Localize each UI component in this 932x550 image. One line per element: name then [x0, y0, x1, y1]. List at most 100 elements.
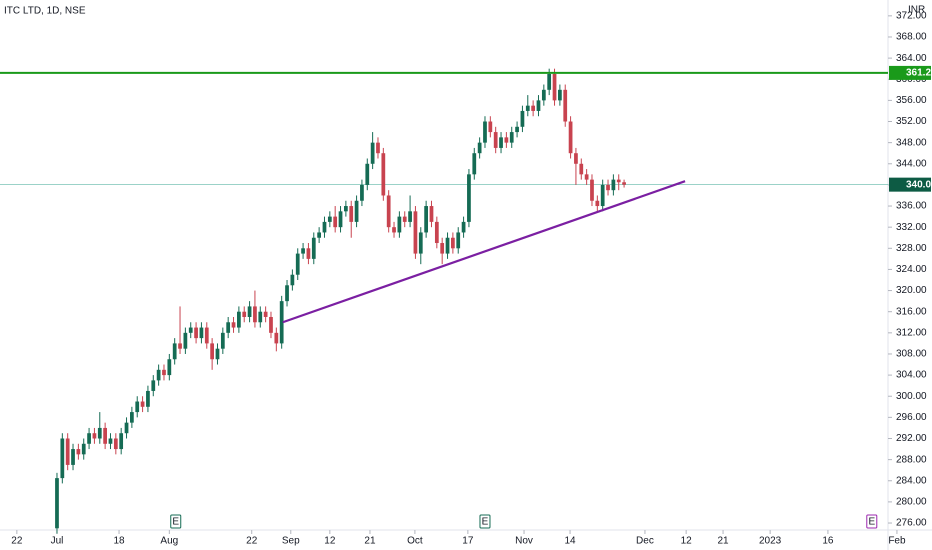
y-tick-label: 364.00: [896, 53, 927, 64]
candle-body: [558, 89, 562, 101]
candle-body: [215, 348, 220, 360]
candle-body: [370, 142, 375, 164]
candle-body: [456, 232, 461, 249]
candle-body: [349, 206, 354, 222]
candle-body: [520, 110, 525, 127]
candle-body: [424, 206, 429, 233]
y-tick-label: 328.00: [896, 243, 927, 254]
candle-body: [231, 322, 236, 328]
y-tick-label: 348.00: [896, 137, 927, 148]
candle-body: [204, 327, 209, 344]
candle-body: [317, 232, 322, 238]
candle-body: [210, 343, 215, 360]
level-tag: [889, 65, 931, 80]
candle-body: [472, 153, 477, 175]
candle-body: [333, 216, 338, 228]
candle-body: [360, 184, 364, 201]
candle-body: [563, 89, 568, 122]
y-tick-label: 332.00: [896, 222, 927, 233]
event-marker-label: E: [868, 517, 875, 528]
candle-body: [295, 253, 300, 275]
y-tick-label: 368.00: [896, 32, 927, 43]
candle-body: [397, 216, 402, 233]
candle-body: [525, 105, 530, 111]
candle-body: [65, 438, 70, 465]
x-tick-label: Oct: [407, 536, 423, 547]
candle-body: [220, 332, 225, 349]
candle-body: [140, 401, 145, 407]
candle-body: [579, 163, 584, 175]
candle-body: [76, 449, 81, 455]
y-tick-label: 336.00: [896, 201, 927, 212]
candle-body: [146, 390, 150, 407]
y-tick-label: 304.00: [896, 370, 927, 381]
y-tick-label: 276.00: [896, 518, 927, 529]
candle-body: [547, 73, 552, 90]
x-tick-label: 17: [462, 536, 474, 547]
y-tick-label: 296.00: [896, 412, 927, 423]
candle-body: [311, 237, 316, 259]
x-tick-label: 18: [113, 536, 125, 547]
candle-body: [622, 182, 626, 185]
y-tick-label: 356.00: [896, 95, 927, 106]
candle-body: [269, 316, 273, 333]
candle-body: [536, 100, 541, 111]
last-price-tag-label: 340.05: [906, 179, 932, 190]
candle-body: [381, 153, 386, 196]
candle-body: [386, 195, 391, 228]
level-tag-label: 361.20: [906, 68, 932, 79]
candle-body: [162, 369, 166, 376]
candle-body: [493, 132, 498, 148]
x-tick-label: 12: [324, 536, 336, 547]
candle-body: [344, 206, 348, 212]
x-tick-label: 21: [717, 536, 729, 547]
candle-body: [477, 142, 482, 154]
event-marker: [866, 514, 878, 529]
candle-body: [509, 132, 514, 143]
x-tick-label: Jul: [51, 536, 64, 547]
y-tick-label: 288.00: [896, 454, 927, 465]
candle-body: [488, 121, 493, 133]
candle-body: [402, 216, 407, 222]
candle-body: [365, 163, 370, 185]
candle-body: [92, 433, 97, 439]
candle-body: [87, 433, 91, 444]
candle-body: [504, 137, 509, 143]
candle-body: [574, 153, 578, 164]
y-tick-label: 372.00: [896, 10, 927, 21]
candle-body: [242, 311, 247, 317]
x-tick-label: Feb: [888, 536, 906, 547]
x-tick-label: Aug: [160, 536, 178, 547]
candle-body: [301, 248, 305, 254]
candle-body: [418, 232, 423, 254]
x-tick-label: 16: [822, 536, 834, 547]
candle-body: [119, 433, 124, 450]
candle-body: [247, 306, 252, 317]
candle-body: [392, 227, 396, 233]
candle-body: [434, 221, 439, 244]
y-tick-label: 352.00: [896, 116, 927, 127]
candle-body: [178, 343, 182, 349]
candle-body: [461, 221, 466, 233]
candle-body: [167, 359, 172, 376]
x-tick-label: Nov: [515, 536, 533, 547]
candle-body: [322, 221, 327, 233]
candle-body: [113, 438, 118, 450]
candle-body: [595, 200, 600, 207]
candle-body: [611, 179, 616, 191]
y-tick-label: 344.00: [896, 158, 927, 169]
candle-body: [451, 237, 455, 249]
candle-body: [306, 248, 311, 259]
candle-body: [172, 343, 177, 360]
candle-body: [445, 237, 450, 254]
candle-body: [285, 285, 289, 302]
candle-body: [541, 89, 546, 101]
candle-body: [606, 184, 610, 191]
candle-body: [290, 274, 295, 286]
candle-body: [263, 311, 268, 317]
x-tick-label: 22: [246, 536, 258, 547]
event-marker-label: E: [482, 517, 489, 528]
event-marker: [479, 514, 491, 529]
candle-body: [429, 206, 434, 222]
candle-body: [81, 443, 86, 455]
